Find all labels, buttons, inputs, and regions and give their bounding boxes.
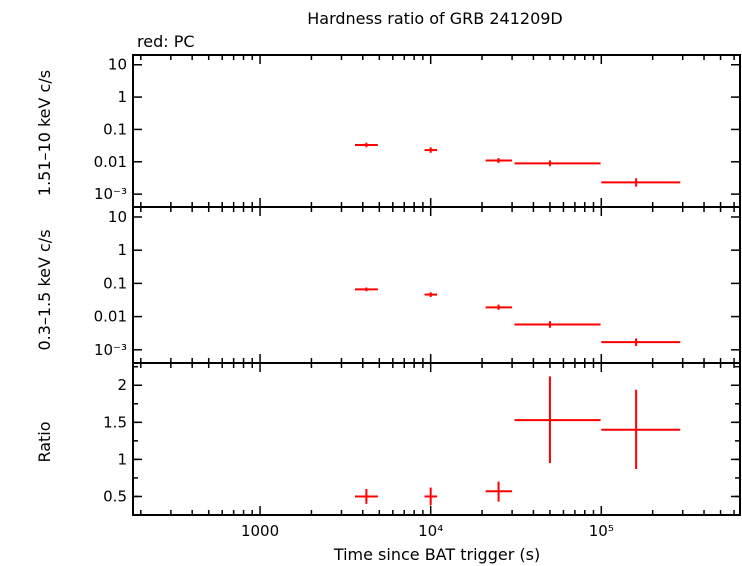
- y-axis-label-middle: 0.3–1.5 keV c/s: [35, 229, 54, 350]
- y-tick-label: 10: [108, 56, 127, 74]
- y-tick-label: 10⁻³: [94, 185, 127, 203]
- chart-title: Hardness ratio of GRB 241209D: [307, 9, 563, 28]
- y-axis-label-top: 1.51–10 keV c/s: [35, 70, 54, 196]
- y-tick-label: 1.5: [103, 413, 127, 431]
- x-axis-label: Time since BAT trigger (s): [333, 545, 540, 564]
- y-tick-label: 1: [117, 88, 127, 106]
- y-tick-label: 1: [117, 241, 127, 259]
- y-tick-label: 0.01: [94, 153, 127, 171]
- legend-text: red: PC: [137, 32, 195, 51]
- x-tick-label: 1000: [241, 522, 279, 540]
- x-tick-label: 10⁴: [418, 522, 443, 540]
- panel-frame: [132, 206, 741, 364]
- panel-frame: [132, 362, 741, 516]
- y-tick-label: 2: [117, 376, 127, 394]
- y-axis-label-bottom: Ratio: [35, 421, 54, 462]
- y-tick-label: 0.1: [103, 274, 127, 292]
- bottom-panel: 2 1.5 1 0.5 1000 10⁴ 10⁵: [103, 362, 741, 540]
- x-tick-label: 10⁵: [589, 522, 614, 540]
- top-panel: 10 1 0.1 0.01 10⁻³: [94, 54, 741, 208]
- y-tick-label: 1: [117, 450, 127, 468]
- y-tick-label: 0.1: [103, 120, 127, 138]
- y-tick-label: 10⁻³: [94, 341, 127, 359]
- y-tick-label: 0.5: [103, 487, 127, 505]
- y-tick-label: 10: [108, 208, 127, 226]
- panel-frame: [132, 54, 741, 208]
- middle-panel: 10 1 0.1 0.01 10⁻³: [94, 206, 741, 364]
- y-tick-label: 0.01: [94, 308, 127, 326]
